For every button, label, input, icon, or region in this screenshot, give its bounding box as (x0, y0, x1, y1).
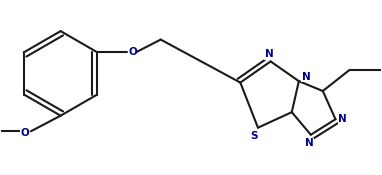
Text: N: N (338, 114, 347, 124)
Text: N: N (305, 138, 314, 148)
Text: N: N (265, 49, 274, 59)
Text: O: O (21, 128, 30, 138)
Text: N: N (301, 72, 310, 82)
Text: S: S (250, 131, 257, 141)
Text: O: O (128, 47, 137, 57)
